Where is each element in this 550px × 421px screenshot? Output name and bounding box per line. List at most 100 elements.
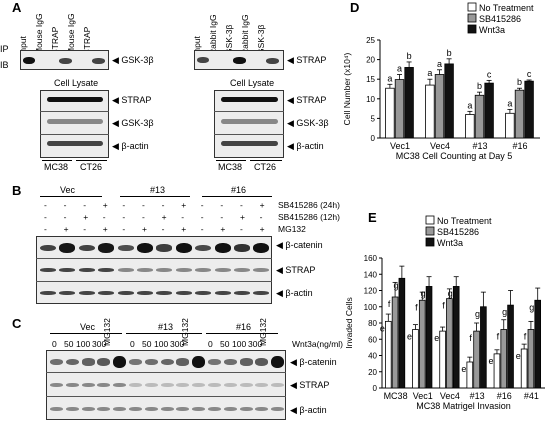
- dose-label: 50: [64, 339, 74, 349]
- blot-band: [214, 268, 231, 272]
- treatment-sign: -: [240, 200, 243, 210]
- y-tick-label: 100: [364, 303, 378, 312]
- blot-band: [255, 358, 269, 366]
- dose-label: 50: [142, 339, 152, 349]
- significance-letter: f: [442, 301, 445, 311]
- group-label: #13: [150, 185, 166, 195]
- dose-label: MG132: [258, 318, 268, 346]
- blot-band: [175, 243, 192, 253]
- significance-letter: g: [393, 280, 398, 290]
- treatment-sign: +: [220, 224, 226, 234]
- blot-band: [234, 291, 250, 295]
- left-lysate-label: ◀ β-actin: [112, 141, 149, 151]
- blot-band: [234, 244, 250, 252]
- significance-letter: g: [475, 309, 480, 319]
- blot-band: [208, 359, 221, 365]
- blot-band: [192, 356, 206, 368]
- blot-band: [271, 356, 285, 368]
- y-axis-label: Invaded Cells: [344, 297, 354, 349]
- treatment-sign: -: [240, 224, 243, 234]
- left-ip-blot: [20, 50, 109, 70]
- dose-label: 300: [92, 339, 107, 349]
- blot-band: [97, 358, 111, 366]
- legend-label: Wnt3a: [479, 25, 505, 35]
- panel-b-blot: [36, 236, 272, 304]
- blot-band: [144, 407, 158, 411]
- y-tick-label: 15: [366, 75, 375, 84]
- left-lysate-label: ◀ STRAP: [112, 95, 152, 105]
- treatment-sign: +: [240, 212, 245, 222]
- treatment-sign: -: [200, 212, 204, 222]
- group-label: #13: [158, 322, 174, 332]
- y-tick-label: 0: [371, 134, 376, 143]
- bar: [425, 84, 435, 139]
- dose-label: 50: [220, 339, 230, 349]
- legend-swatch: [467, 2, 477, 12]
- treatment-sign: +: [181, 224, 187, 234]
- blot-band: [239, 358, 253, 366]
- left-ip-arrow-label: ◀ GSK-3β: [112, 55, 154, 65]
- y-tick-label: 5: [371, 114, 376, 123]
- significance-letter: b: [407, 51, 412, 61]
- blot-band: [195, 291, 212, 295]
- blot-band: [208, 407, 221, 411]
- bar: [425, 286, 433, 389]
- x-tick-label: #41: [524, 391, 539, 401]
- legend-swatch: [425, 237, 435, 247]
- right-lane-label: Rabbit IgG: [240, 14, 250, 55]
- cell-line-label: CT26: [254, 162, 277, 172]
- blot-band: [40, 268, 56, 272]
- ib-label: IB: [0, 60, 9, 70]
- panel-a-letter: A: [12, 0, 22, 15]
- dose-label: 0: [52, 339, 57, 349]
- dose-label: 100: [232, 339, 247, 349]
- blot-band: [195, 268, 212, 272]
- blot-band: [195, 244, 212, 252]
- blot-band: [271, 383, 285, 387]
- blot-band: [117, 291, 134, 295]
- bar: [446, 298, 453, 389]
- significance-letter: f: [497, 332, 500, 342]
- treatment-sign: -: [200, 200, 204, 210]
- y-tick-label: 60: [368, 335, 377, 344]
- treatment-sign: -: [220, 200, 224, 210]
- blot-band: [78, 268, 95, 272]
- treatment-sign: -: [102, 212, 106, 222]
- significance-letter: f: [469, 333, 472, 343]
- bar: [394, 79, 405, 139]
- dose-label: MG132: [180, 318, 190, 346]
- blot-band: [78, 244, 95, 252]
- blot-band: [271, 407, 285, 411]
- blot-band: [98, 291, 115, 295]
- ip-label: IP: [0, 44, 9, 54]
- treatment-sign: +: [181, 200, 187, 210]
- significance-letter: e: [489, 356, 494, 366]
- x-tick-label: MC38: [384, 391, 408, 401]
- blot-band: [59, 243, 76, 253]
- legend-label: SB415286: [479, 14, 521, 24]
- dose-label: MG132: [102, 318, 112, 346]
- blot-band: [129, 359, 142, 365]
- bar: [418, 299, 426, 389]
- treatment-sign: -: [220, 212, 224, 222]
- treatment-sign: -: [63, 212, 67, 222]
- blot-band: [156, 291, 173, 295]
- row-label: ◀ β-catenin: [276, 240, 323, 250]
- bar: [524, 80, 534, 139]
- right-lysate-label: ◀ STRAP: [287, 95, 327, 105]
- group-label: Vec: [60, 185, 76, 195]
- significance-letter: b: [477, 81, 482, 91]
- blot-band: [208, 383, 221, 387]
- bar: [484, 82, 494, 139]
- bar: [398, 277, 406, 389]
- dose-label: 300: [248, 339, 263, 349]
- blot-band: [40, 244, 56, 252]
- significance-letter: f: [524, 332, 527, 342]
- bar: [534, 299, 542, 389]
- blot-band: [117, 244, 134, 252]
- treatment-sign: -: [122, 212, 126, 222]
- treatment-sign: +: [259, 224, 265, 234]
- treatment-sign: -: [161, 200, 165, 210]
